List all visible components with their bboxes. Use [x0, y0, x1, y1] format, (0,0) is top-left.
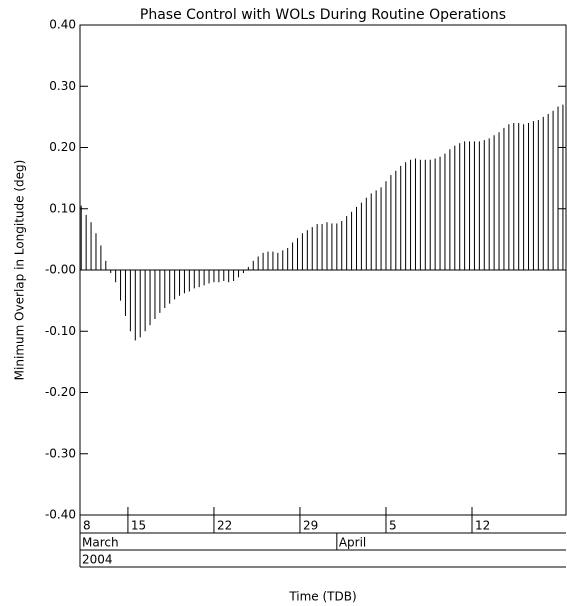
y-tick-label: -0.40: [45, 508, 76, 522]
x-tick-label: 8: [83, 519, 91, 533]
chart-title: Phase Control with WOLs During Routine O…: [140, 7, 506, 23]
y-tick-label: 0.10: [49, 201, 76, 215]
x-tick-label: 15: [131, 519, 146, 533]
x-tick-label: 29: [303, 519, 318, 533]
x-tick-label: 5: [389, 519, 397, 533]
year-label: 2004: [82, 553, 113, 567]
y-tick-label: -0.00: [45, 263, 76, 277]
y-tick-label: 0.30: [49, 79, 76, 93]
y-tick-label: -0.20: [45, 385, 76, 399]
month-label: April: [339, 536, 366, 550]
y-tick-label: 0.20: [49, 140, 76, 154]
x-tick-label: 12: [475, 519, 490, 533]
y-tick-label: 0.40: [49, 18, 76, 32]
y-tick-label: -0.30: [45, 446, 76, 460]
y-tick-label: -0.10: [45, 324, 76, 338]
x-axis-label: Time (TDB): [288, 590, 356, 604]
x-tick-label: 22: [217, 519, 232, 533]
y-axis-label: Minimum Overlap in Longitude (deg): [13, 160, 27, 381]
month-label: March: [82, 536, 119, 550]
